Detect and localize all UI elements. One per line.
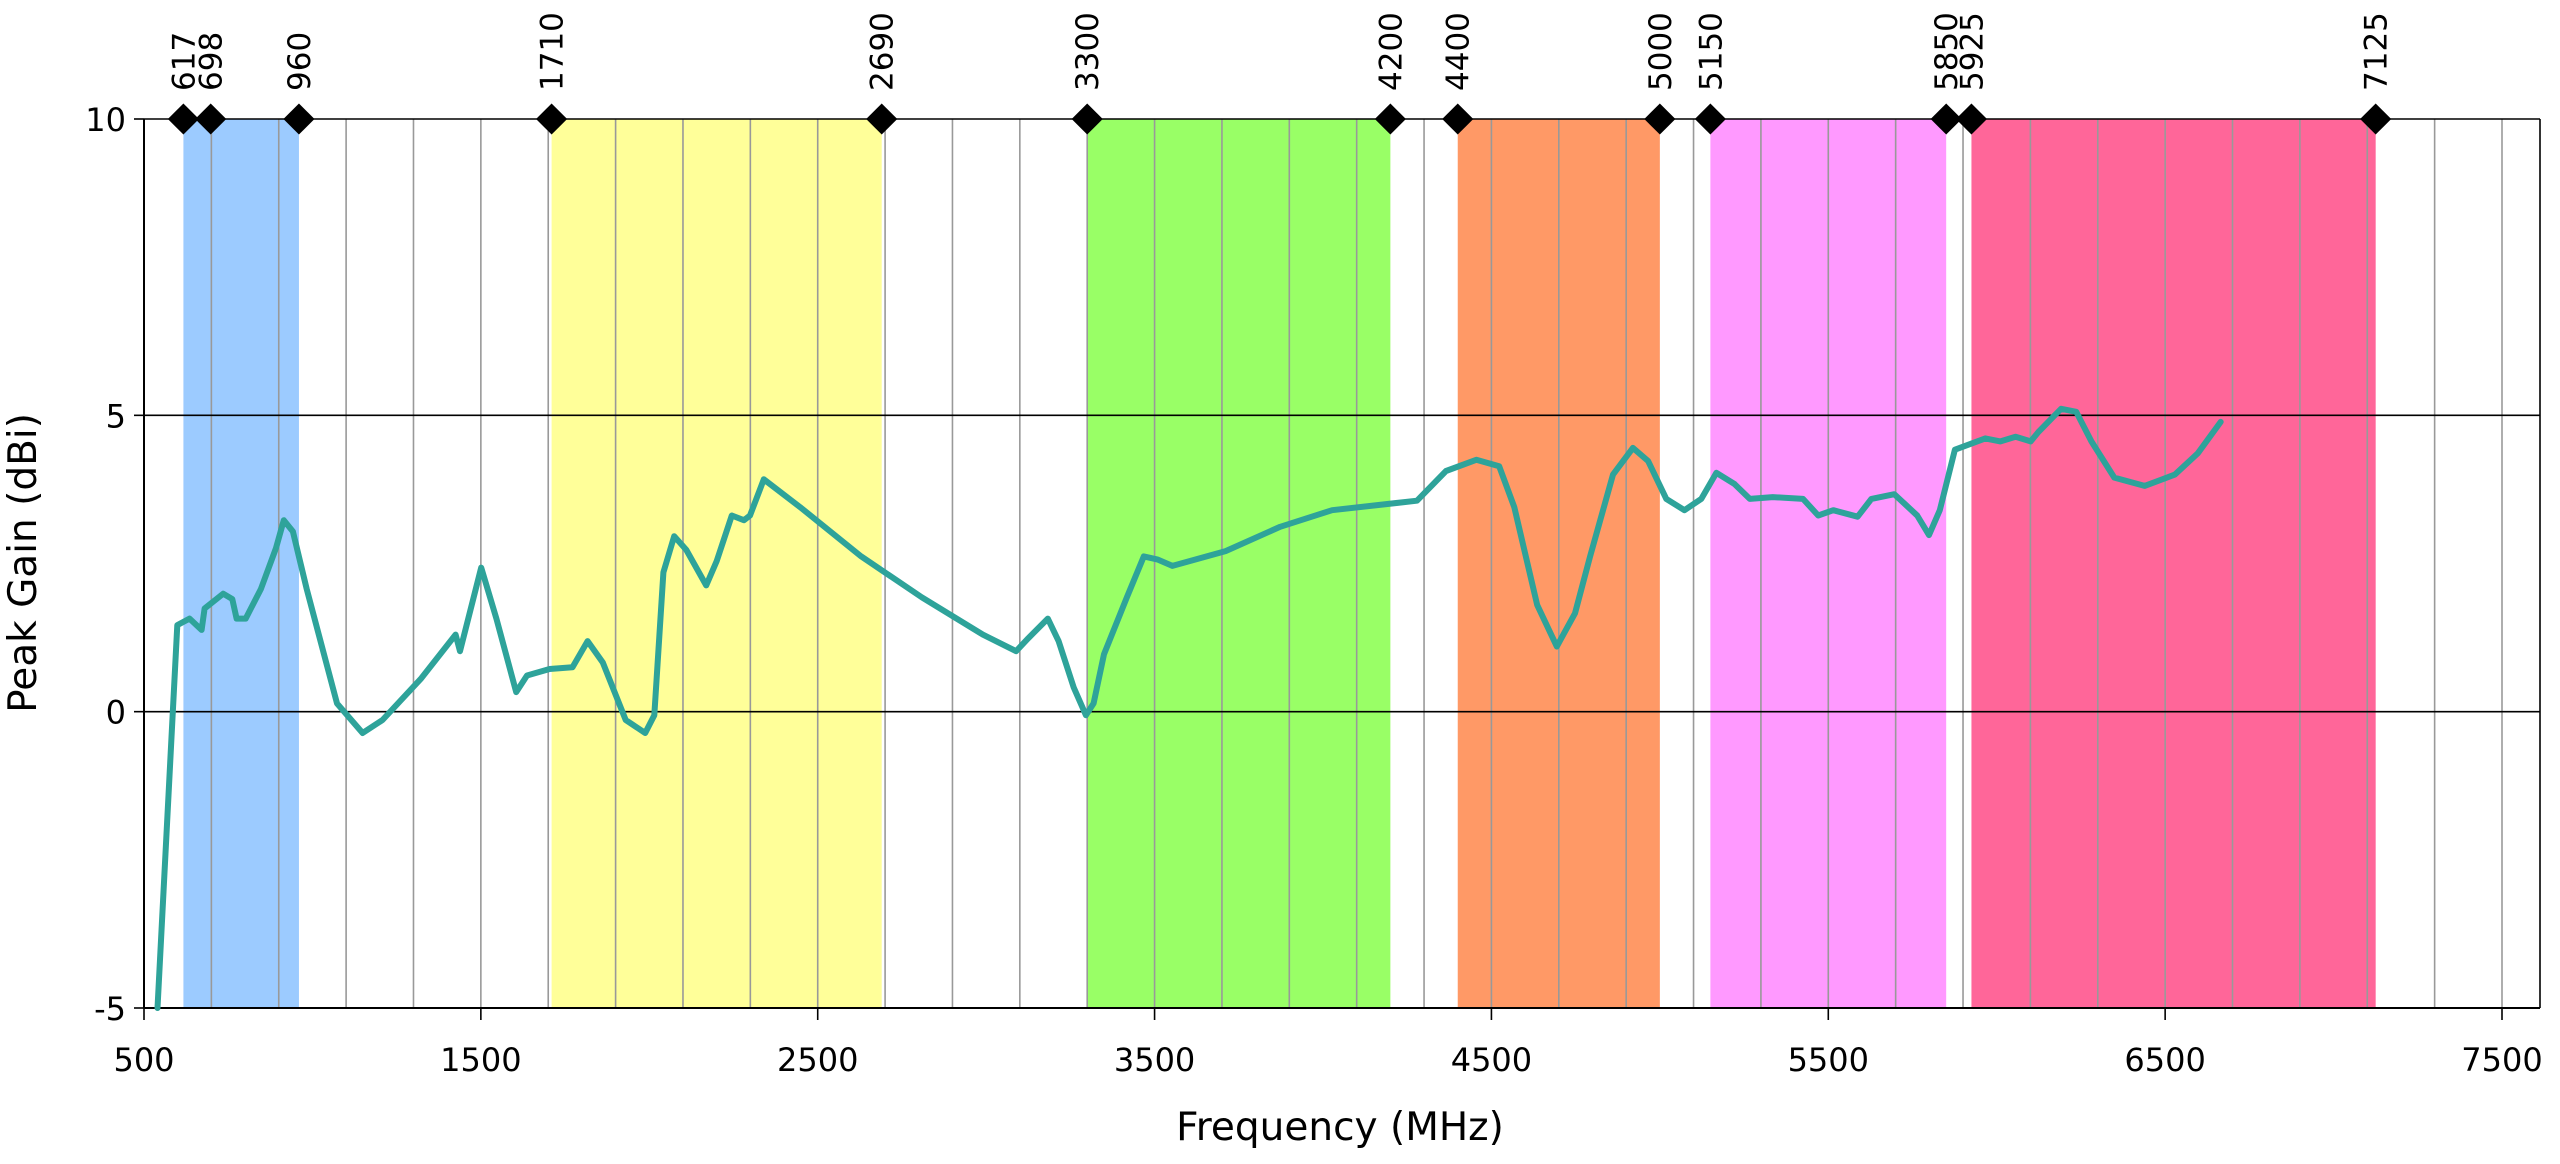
band xyxy=(183,119,211,1008)
gain-line xyxy=(154,405,2224,1011)
band-marker-label: 5150 xyxy=(1693,12,1729,91)
band-marker xyxy=(167,103,199,135)
band-marker-label: 960 xyxy=(282,32,318,91)
x-tick-label: 5500 xyxy=(1788,1041,1869,1079)
band-marker xyxy=(195,103,227,135)
x-tick-label: 500 xyxy=(113,1041,174,1079)
band-marker-label: 617 xyxy=(166,32,202,91)
band-marker-label: 698 xyxy=(194,32,230,91)
plot: -5 0 5 10 500 1500 2500 3500 4500 5500 6500 7500 617… xyxy=(85,12,2542,1079)
x-tick-label: 1500 xyxy=(440,1041,521,1079)
x-tick-label: 4500 xyxy=(1451,1041,1532,1079)
band-marker-label: 5850 xyxy=(1929,12,1965,91)
y-tick-label: -5 xyxy=(94,990,126,1028)
x-axis-label: Frequency (MHz) xyxy=(1176,1105,1504,1150)
band-marker-label: 3300 xyxy=(1070,12,1106,91)
band-marker xyxy=(283,103,315,135)
band xyxy=(1971,119,2376,1008)
band-marker-label: 4400 xyxy=(1441,12,1477,91)
band xyxy=(1087,119,1391,1008)
y-tick-label: 0 xyxy=(106,694,126,732)
x-tick-label: 7500 xyxy=(2461,1041,2542,1079)
x-tick-label: 6500 xyxy=(2124,1041,2205,1079)
band xyxy=(210,119,299,1008)
x-tick-label: 3500 xyxy=(1114,1041,1195,1079)
x-tick-label: 2500 xyxy=(777,1041,858,1079)
band-marker-label: 5000 xyxy=(1643,12,1679,91)
band-marker-label: 7125 xyxy=(2359,12,2395,91)
band-marker-label: 5925 xyxy=(1954,12,1990,91)
band-marker-label: 1710 xyxy=(535,12,571,91)
y-tick-label: 10 xyxy=(85,101,126,139)
band-marker-label: 2690 xyxy=(865,12,901,91)
band-marker xyxy=(2360,103,2392,135)
y-tick-label: 5 xyxy=(106,397,126,435)
band-marker-label: 4200 xyxy=(1373,12,1409,91)
y-axis-label: Peak Gain (dBi) xyxy=(1,413,46,713)
